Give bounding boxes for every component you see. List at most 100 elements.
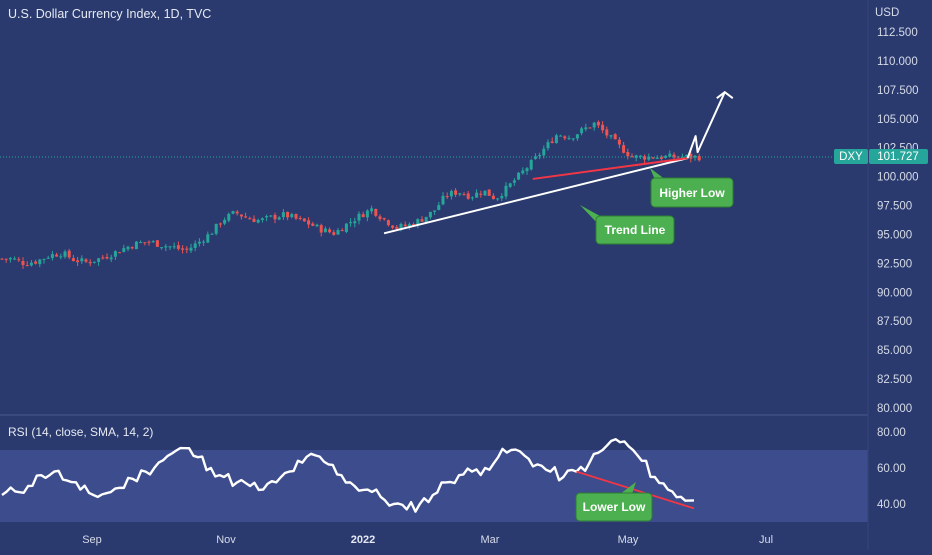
candle-body (302, 218, 306, 222)
candle-body (172, 246, 176, 248)
candle-body (407, 224, 411, 227)
trend-line-label: Trend Line (605, 223, 666, 237)
time-tick-label: Mar (481, 534, 500, 546)
candle-body (449, 191, 453, 197)
candle-body (63, 251, 67, 257)
candle-body (298, 217, 302, 219)
price-tick-label: 110.000 (877, 56, 918, 68)
candle-body (664, 155, 668, 158)
candle-body (592, 122, 596, 128)
candle-body (533, 156, 537, 159)
candle-body (118, 252, 122, 254)
candle-body (244, 216, 248, 218)
candle-body (21, 260, 25, 265)
higher-low-label: Higher Low (659, 186, 725, 200)
candle-body (395, 226, 399, 229)
candle-body (97, 258, 101, 262)
candle-body (374, 208, 378, 216)
candle-body (214, 223, 218, 234)
candle-body (332, 232, 336, 235)
symbol-label: DXY (839, 151, 863, 163)
lower-low-line (576, 470, 695, 510)
candle-body (29, 262, 33, 266)
time-tick-label: Jul (759, 534, 773, 546)
candle-body (416, 219, 420, 226)
candle-body (420, 219, 424, 222)
candle-body (269, 215, 273, 217)
rsi-tick-label: 60.00 (877, 463, 906, 475)
candle-body (571, 138, 575, 140)
candle-body (382, 218, 386, 220)
candle-body (428, 211, 432, 218)
candle-body (25, 265, 29, 267)
price-tick-label: 90.000 (877, 287, 912, 299)
time-axis[interactable]: Sep Nov 2022 Mar May Jul (82, 534, 773, 546)
candle-body (378, 216, 382, 220)
candle-body (521, 170, 525, 174)
candle-body (668, 153, 672, 157)
price-tick-label: 97.500 (877, 201, 912, 213)
candle-body (349, 222, 353, 224)
candle-body (105, 257, 109, 259)
rsi-tick-label: 80.00 (877, 427, 906, 439)
candle-body (323, 228, 327, 233)
candle-body (479, 193, 483, 195)
candle-body (483, 190, 487, 196)
candle-body (122, 248, 126, 252)
price-tick-label: 82.500 (877, 374, 912, 386)
candle-body (596, 121, 600, 126)
candle-body (42, 258, 46, 260)
higher-low-callout: Higher Low (650, 168, 734, 208)
candle-body (626, 152, 630, 157)
candle-body (487, 189, 491, 196)
candle-body (4, 258, 8, 260)
candle-body (239, 214, 243, 217)
candle-body (689, 153, 693, 159)
candle-body (223, 219, 227, 224)
candle-body (265, 216, 269, 218)
candle-body (231, 211, 235, 214)
rsi-band (0, 450, 868, 522)
candle-body (601, 124, 605, 131)
time-tick-label: May (618, 534, 639, 546)
time-tick-label: Sep (82, 534, 102, 546)
candle-body (8, 258, 12, 260)
candle-body (168, 246, 172, 248)
candle-body (424, 216, 428, 223)
candle-body (403, 224, 407, 227)
candle-body (113, 251, 117, 257)
candle-body (218, 223, 222, 225)
chart-title: U.S. Dollar Currency Index, 1D, TVC (8, 7, 211, 21)
projection-arrow (686, 91, 726, 159)
price-tick-label: 105.000 (877, 114, 919, 126)
candle-body (55, 254, 59, 257)
candle-body (277, 217, 281, 220)
candle-body (685, 154, 689, 157)
candle-body (176, 245, 180, 249)
candle-body (46, 257, 50, 259)
price-tick-label: 87.500 (877, 316, 912, 328)
candle-body (605, 129, 609, 136)
candle-body (361, 214, 365, 218)
candle-body (319, 225, 323, 233)
candle-body (512, 180, 516, 183)
rsi-axis[interactable]: 80.00 60.00 40.00 (877, 427, 906, 511)
lower-low-callout: Lower Low (575, 482, 653, 522)
candle-body (370, 208, 374, 212)
candle-body (13, 258, 17, 260)
candle-body (529, 160, 533, 170)
candle-body (235, 211, 239, 214)
candle-body (491, 195, 495, 200)
candle-body (441, 195, 445, 205)
candle-body (328, 229, 332, 233)
candle-body (67, 250, 71, 258)
candle-body (508, 183, 512, 187)
candle-body (197, 241, 201, 244)
candle-body (344, 223, 348, 232)
candle-body (554, 135, 558, 144)
candle-body (307, 220, 311, 225)
price-tick-label: 80.000 (877, 403, 912, 415)
annotations (0, 90, 834, 235)
